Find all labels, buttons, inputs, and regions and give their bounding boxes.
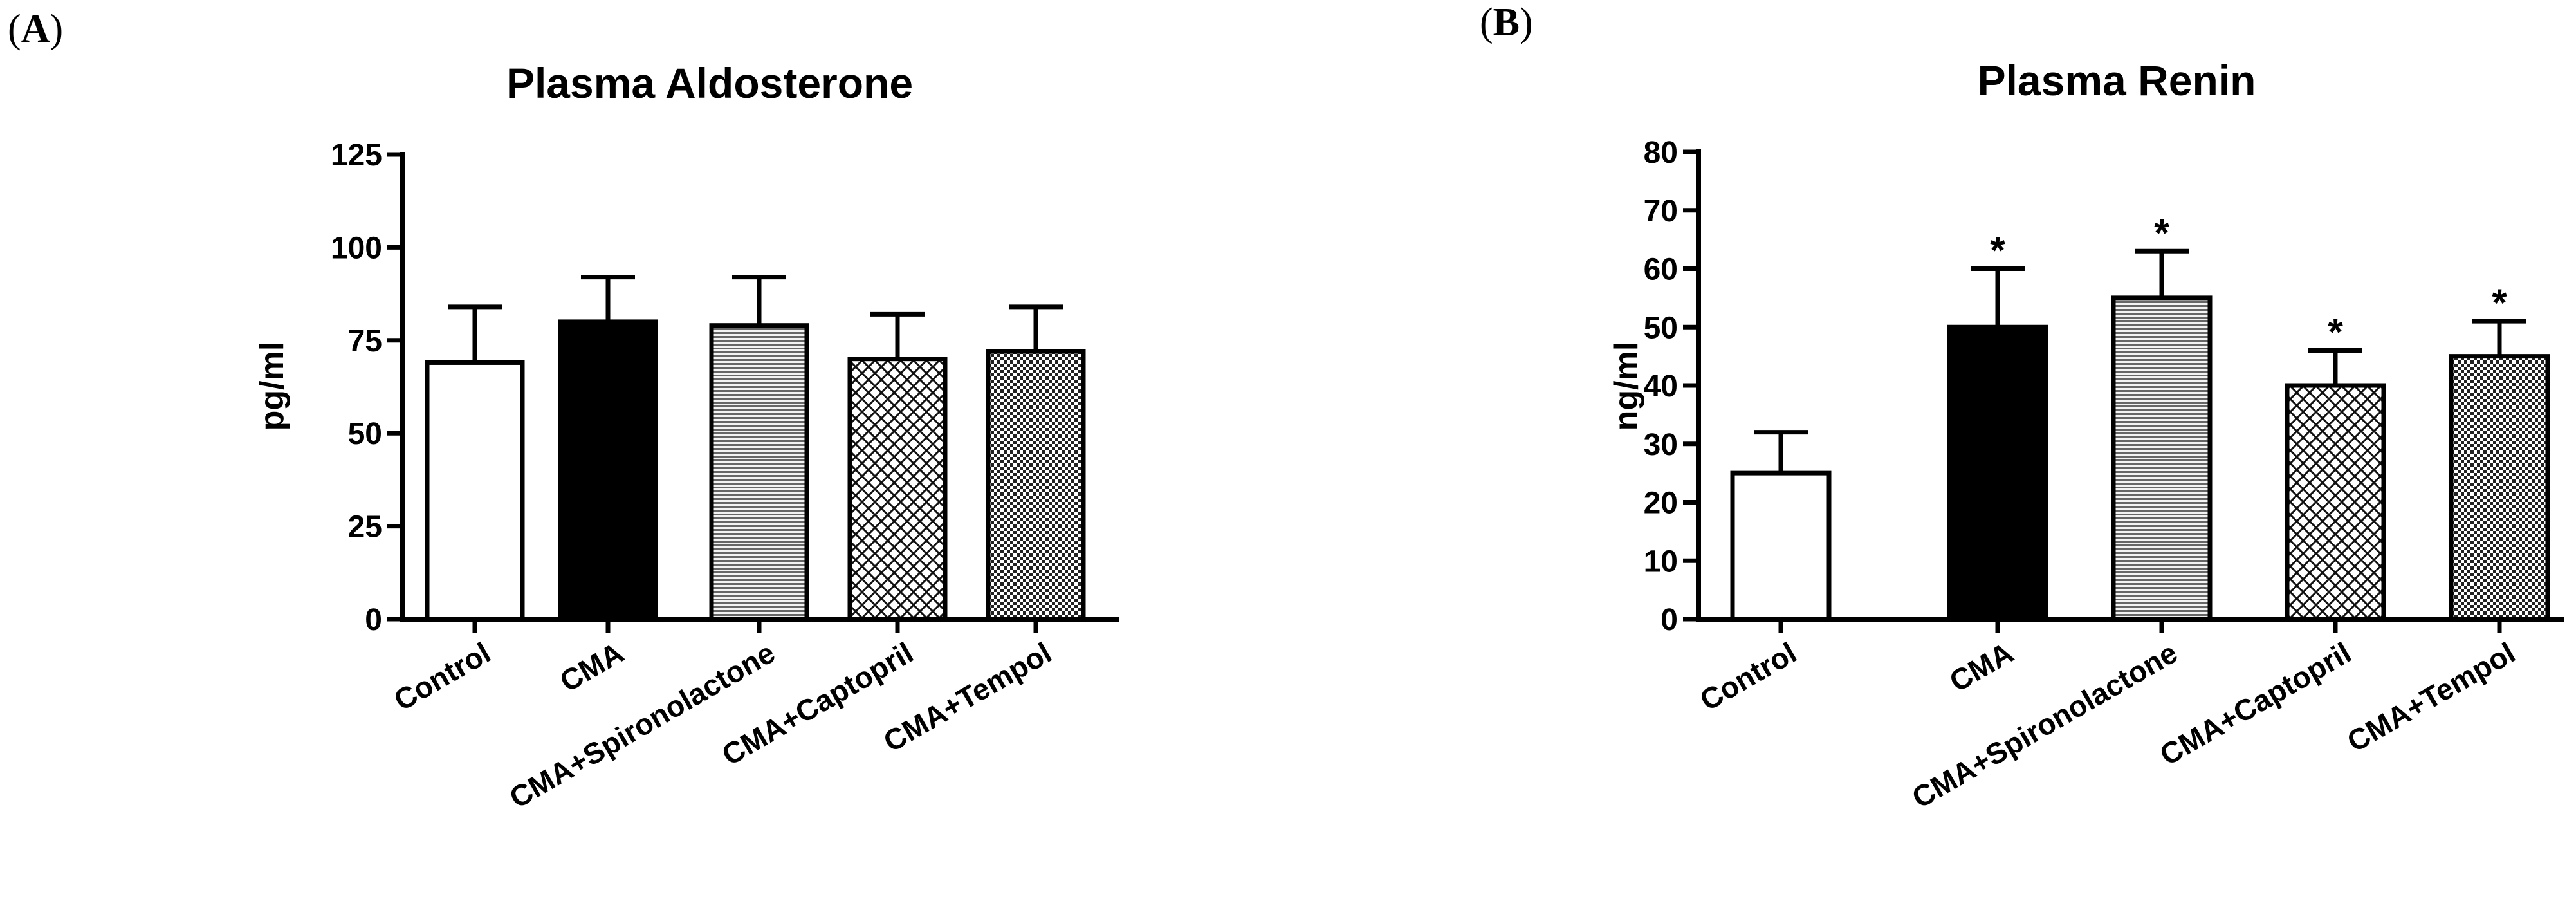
y-tick-label: 10 xyxy=(1644,544,1678,579)
bar xyxy=(2449,354,2550,622)
category-label: CMA+Spironolactone xyxy=(1906,636,2183,815)
y-tick-label: 25 xyxy=(348,510,382,544)
y-tick-label: 70 xyxy=(1644,194,1678,228)
y-tick-label: 0 xyxy=(365,603,382,637)
category-label: CMA+Spironolactone xyxy=(504,636,780,815)
significance-label: * xyxy=(1990,229,2005,272)
y-tick-label: 20 xyxy=(1644,487,1678,521)
y-tick-label: 75 xyxy=(348,324,382,358)
bar xyxy=(558,319,658,622)
y-tick-label: 50 xyxy=(348,417,382,451)
bar xyxy=(709,323,809,622)
bar xyxy=(2111,295,2213,622)
chart-title: Plasma Renin xyxy=(1978,57,2256,104)
category-label: Control xyxy=(1694,636,1802,718)
panel-label-a: (A) xyxy=(8,7,64,51)
y-tick-label: 80 xyxy=(1644,136,1678,170)
category-label: CMA+Captopril xyxy=(2154,636,2357,772)
category-label: CMA xyxy=(1944,636,2019,698)
panel-label-a-letter: A xyxy=(21,7,50,51)
chart-plasma-renin: Plasma Renin ng/ml 0 10 20 30 40 50 60 70 80 Contro… xyxy=(1608,57,2564,815)
y-tick-label: 30 xyxy=(1644,428,1678,462)
y-tick-label: 100 xyxy=(331,231,382,265)
panel-label-b: (B) xyxy=(1480,1,1533,44)
bar xyxy=(1947,324,2048,622)
chart-title: Plasma Aldosterone xyxy=(506,59,913,107)
category-label: CMA xyxy=(554,636,629,698)
y-tick-label: 0 xyxy=(1661,603,1678,637)
y-tick-label: 50 xyxy=(1644,311,1678,345)
bar xyxy=(847,357,948,622)
y-axis-label: pg/ml xyxy=(253,342,291,431)
significance-label: * xyxy=(2328,311,2343,354)
bar xyxy=(2285,383,2386,622)
chart-plasma-aldosterone: Plasma Aldosterone pg/ml 0 25 50 75 100 125 Cont… xyxy=(253,59,1119,815)
y-axis-label: ng/ml xyxy=(1608,342,1645,431)
category-label: Control xyxy=(388,636,496,718)
bar xyxy=(425,360,525,622)
y-tick-label: 60 xyxy=(1644,253,1678,287)
significance-label: * xyxy=(2154,211,2169,254)
category-label: CMA+Tempol xyxy=(2341,636,2521,759)
y-tick-label: 40 xyxy=(1644,369,1678,404)
significance-label: * xyxy=(2492,281,2507,324)
y-tick-label: 125 xyxy=(331,138,382,172)
bar xyxy=(986,349,1086,622)
bar xyxy=(1730,470,1832,622)
panel-label-b-letter: B xyxy=(1493,1,1520,44)
